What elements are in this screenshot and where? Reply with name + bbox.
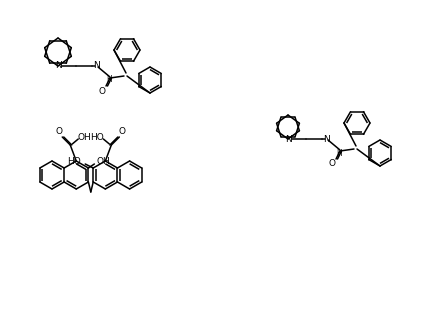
Text: HO: HO xyxy=(67,157,81,166)
Text: N: N xyxy=(92,61,99,70)
Text: O: O xyxy=(98,86,106,95)
Text: OH: OH xyxy=(97,157,110,166)
Text: N: N xyxy=(285,135,291,144)
Text: O: O xyxy=(119,127,126,136)
Text: H: H xyxy=(336,148,342,157)
Text: OH: OH xyxy=(77,132,91,141)
Text: N: N xyxy=(323,135,329,144)
Text: O: O xyxy=(329,160,335,169)
Text: HO: HO xyxy=(90,132,104,141)
Text: H: H xyxy=(106,76,112,85)
Text: O: O xyxy=(56,127,63,136)
Text: N: N xyxy=(55,61,61,70)
